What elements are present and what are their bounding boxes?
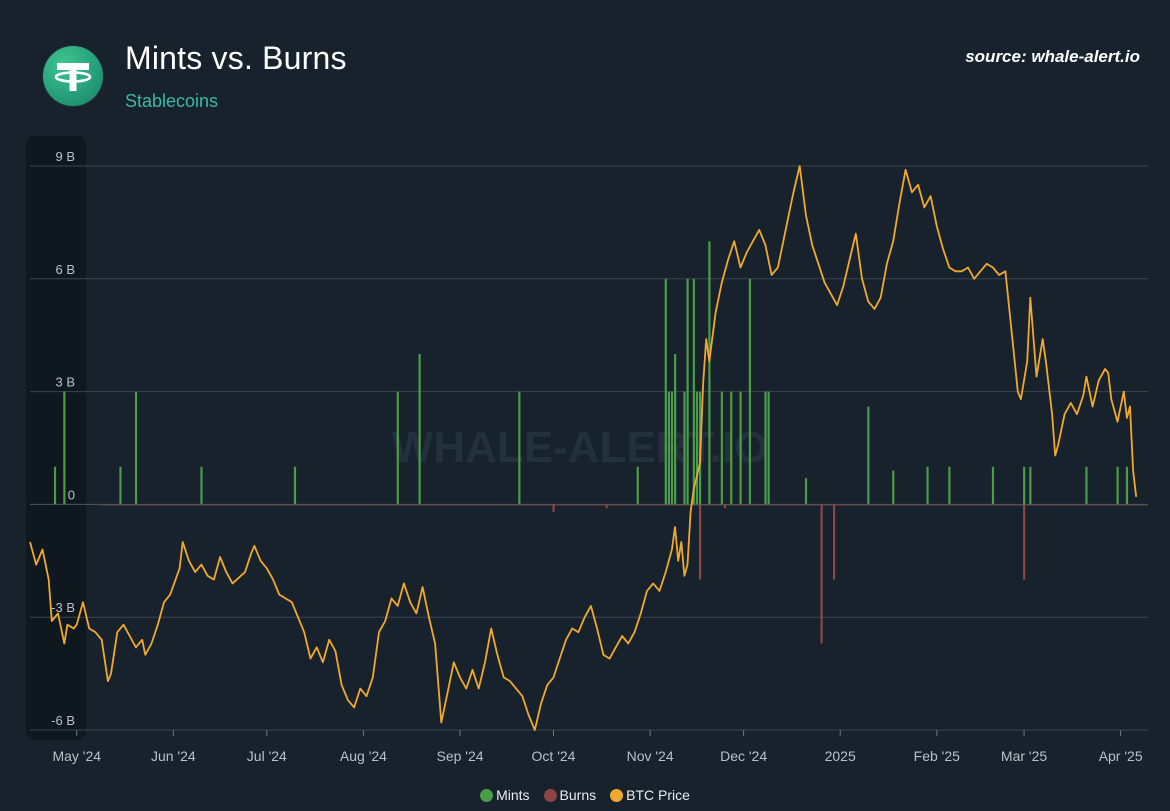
mint-bar — [708, 241, 711, 505]
source-label: source: whale-alert.io — [965, 47, 1140, 66]
mint-bar — [720, 391, 723, 505]
legend-item-mints[interactable]: Mints — [480, 787, 530, 803]
y-tick-label: -3 B — [51, 600, 75, 615]
btc-legend-dot-icon — [610, 788, 624, 802]
mint-bar — [692, 278, 695, 505]
mint-bar — [636, 466, 639, 505]
mint-bar — [667, 391, 671, 505]
burn-bar — [605, 504, 608, 509]
x-tick-label: 2025 — [825, 748, 856, 764]
burn-bar — [552, 504, 555, 512]
mint-bar — [948, 466, 951, 505]
mint-bar — [670, 391, 674, 505]
burn-bar — [832, 504, 836, 580]
mint-bar — [767, 391, 770, 505]
burn-bar — [820, 504, 823, 644]
mint-bar — [804, 478, 808, 505]
mint-bar — [739, 391, 742, 505]
mint-bar — [991, 466, 995, 505]
y-tick-label: -6 B — [51, 713, 75, 728]
y-tick-label: 0 — [68, 487, 75, 502]
mint-bar — [1023, 466, 1026, 505]
mint-bar — [748, 278, 752, 505]
x-tick-label: Nov '24 — [627, 748, 674, 764]
mint-bar — [664, 278, 667, 505]
legend-label-burns: Burns — [559, 787, 597, 803]
x-tick-label: Mar '25 — [1001, 748, 1047, 764]
mint-bar — [867, 406, 870, 505]
y-tick-label: 6 B — [55, 262, 75, 277]
mint-bar — [926, 466, 929, 505]
x-tick-label: Sep '24 — [437, 748, 484, 764]
burn-bar — [1023, 504, 1026, 580]
btc-price-line — [29, 165, 1138, 731]
burns-legend-dot-icon — [543, 788, 557, 802]
mint-bar — [396, 391, 399, 505]
chart-legend: Mints Burns BTC Price — [0, 787, 1170, 803]
x-tick-label: Jul '24 — [247, 748, 287, 764]
mint-bar — [892, 470, 895, 505]
mint-bar — [695, 391, 699, 505]
mint-bar — [1116, 466, 1119, 505]
burn-bar — [698, 504, 702, 580]
burn-bar — [723, 504, 727, 509]
mint-bar — [764, 391, 767, 505]
tether-logo-icon — [43, 46, 103, 106]
chart-title: Mints vs. Burns — [125, 40, 347, 76]
legend-item-burns[interactable]: Burns — [543, 787, 597, 803]
mint-bar — [200, 466, 203, 505]
mints-legend-dot-icon — [480, 788, 494, 802]
mint-bar — [1029, 466, 1032, 505]
mint-bar — [1125, 466, 1129, 505]
watermark-text: WHALE-ALERT.IO — [392, 423, 768, 472]
mint-bar — [674, 354, 677, 505]
y-tick-label: 3 B — [55, 375, 75, 390]
x-tick-label: Dec '24 — [720, 748, 767, 764]
mint-bar — [418, 354, 421, 505]
x-tick-label: Oct '24 — [532, 748, 576, 764]
mint-bar — [683, 391, 686, 505]
mint-bar — [1085, 466, 1088, 505]
legend-label-mints: Mints — [496, 787, 530, 803]
y-tick-label: 9 B — [55, 149, 75, 164]
mint-bar — [119, 466, 122, 505]
mint-bar — [518, 391, 521, 505]
mint-bar — [53, 466, 57, 505]
x-tick-label: May '24 — [52, 748, 101, 764]
mint-bar — [134, 391, 138, 505]
mint-bar — [63, 391, 66, 505]
mint-bar — [293, 466, 297, 505]
x-tick-label: Aug '24 — [340, 748, 387, 764]
y-axis-panel — [26, 136, 86, 740]
legend-label-btc-price: BTC Price — [626, 787, 690, 803]
x-tick-label: Feb '25 — [914, 748, 960, 764]
mint-bar — [686, 278, 689, 505]
chart-subtitle: Stablecoins — [125, 91, 219, 111]
x-tick-label: Jun '24 — [151, 748, 196, 764]
legend-item-btc-price[interactable]: BTC Price — [610, 787, 690, 803]
mint-bar — [730, 391, 733, 505]
x-tick-label: Apr '25 — [1099, 748, 1143, 764]
